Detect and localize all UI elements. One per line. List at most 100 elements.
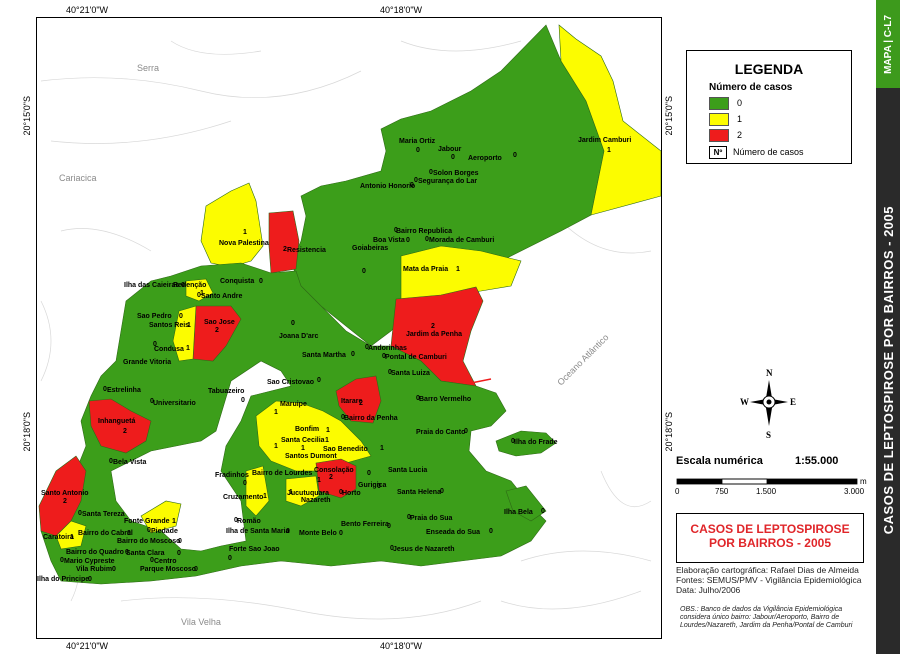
neighborhood-label: Sao Jose: [204, 319, 235, 326]
neighborhood-label: Antonio Honorio: [360, 183, 415, 190]
neighborhood-case-count: 0: [127, 530, 131, 537]
region-ilha-bela: [505, 485, 547, 522]
neighborhood-case-count: 0: [388, 369, 392, 376]
neighborhood-case-count: 0: [377, 483, 381, 490]
neighborhood-case-count: 1: [317, 477, 321, 484]
legend-label-2: 2: [737, 129, 743, 140]
neighborhood-case-count: 0: [179, 313, 183, 320]
neighborhood-label: Maruipe: [280, 401, 307, 408]
scale-tick-3: 3.000: [844, 487, 865, 496]
neighborhood-label: Solon Borges: [433, 170, 479, 177]
neighborhood-label: Sao Cristovao: [267, 379, 314, 386]
neighborhood-label: Andorinhas: [368, 345, 407, 352]
neighborhood-label: Bento Ferreira: [341, 521, 389, 528]
neighborhood-case-count: 0: [177, 550, 181, 557]
neighborhood-label: Fonte Grande: [124, 518, 170, 525]
neighborhood-label: Sao Benedito: [323, 446, 368, 453]
neighborhood-case-count: 0: [511, 438, 515, 445]
neighborhood-case-count: 1: [172, 518, 176, 525]
neighborhood-label: Jabour: [438, 146, 462, 153]
legend-symbol-label: Número de casos: [733, 146, 804, 157]
neighborhood-case-count: 0: [351, 351, 355, 358]
neighborhood-case-count: 2: [329, 474, 333, 481]
neighborhood-label: Maria Ortiz: [399, 138, 436, 145]
neighborhood-label: Gurigica: [358, 482, 387, 489]
neighborhood-case-count: 1: [325, 437, 329, 444]
map-frame[interactable]: Serra Cariacica Vila Velha Oceano Atlânt…: [36, 17, 662, 639]
credits: Elaboração cartográfica: Rafael Dias de …: [676, 565, 862, 625]
neighborhood-label: Condusa: [154, 346, 184, 353]
neighborhood-label: Santa Martha: [302, 352, 346, 359]
neighborhood-label: Caratoira: [43, 534, 74, 541]
neighborhood-label: Jardim Camburi: [578, 137, 631, 144]
neighborhood-case-count: 0: [390, 545, 394, 552]
neighborhood-label: Monte Belo: [299, 530, 337, 537]
neighborhood-case-count: 0: [382, 353, 386, 360]
legend-item-0: 0: [709, 97, 742, 110]
region-inner-bay: [110, 360, 292, 552]
neighborhood-case-count: 0: [243, 480, 247, 487]
compass-n: N: [766, 368, 773, 378]
region-inhangueta: [88, 398, 152, 454]
neighborhood-label: Santo Antonio: [41, 490, 89, 497]
sidebar-code: MAPA | C-L7: [882, 14, 894, 74]
coord-right-bottom: 20°18'0"S: [664, 412, 674, 452]
neighborhood-case-count: 0: [416, 395, 420, 402]
neighborhood-case-count: 0: [410, 182, 414, 189]
region-itarare: [335, 375, 382, 424]
neighborhood-label: Fradinhos: [215, 472, 249, 479]
neighborhood-case-count: 0: [60, 557, 64, 564]
neighborhood-case-count: 0: [513, 152, 517, 159]
region-jardim-camburi: [558, 24, 661, 216]
neighborhood-label: Goiabeiras: [352, 245, 388, 252]
place-serra: Serra: [137, 63, 159, 73]
background-streets: [40, 40, 652, 620]
map-title: CASOS DE LEPTOSPIROSE POR BAIRROS - 2005: [677, 522, 863, 550]
region-redencao: [185, 278, 214, 302]
legend-item-1: 1: [709, 113, 742, 126]
neighborhood-case-count: 0: [362, 268, 366, 275]
compass-icon: N S W E: [740, 368, 796, 438]
neighborhood-case-count: 0: [259, 278, 263, 285]
neighborhood-case-count: 1: [187, 322, 191, 329]
neighborhood-case-count: 0: [194, 566, 198, 573]
neighborhood-case-count: 0: [197, 292, 201, 299]
neighborhood-label: Bairro Republica: [396, 228, 452, 235]
region-caratoira: [55, 520, 87, 550]
neighborhood-label: Aeroporto: [468, 155, 502, 162]
neighborhood-labels: Maria Ortiz 0 Jabour 0 Aeroporto 0 Solon Borge…: [37, 137, 631, 583]
neighborhood-label: Nova Palestina: [219, 240, 269, 247]
neighborhood-label: Joana D'arc: [279, 333, 319, 340]
neighborhood-case-count: 1: [70, 534, 74, 541]
neighborhood-label: Bairro da Penha: [344, 415, 398, 422]
map-canvas: Serra Cariacica Vila Velha Oceano Atlânt…: [37, 24, 661, 627]
neighborhood-label: Mario Cypreste: [64, 558, 115, 565]
coord-bottom-left: 40°21'0"W: [66, 641, 109, 651]
neighborhood-label: Bonfim: [295, 426, 319, 433]
neighborhood-case-count: 1: [289, 489, 293, 496]
neighborhood-label: Santa Clara: [126, 550, 165, 557]
neighborhood-label: Centro: [154, 558, 177, 565]
neighborhood-label: Nazareth: [301, 497, 331, 504]
compass-s: S: [766, 430, 771, 438]
neighborhood-case-count: 0: [541, 508, 545, 515]
neighborhood-case-count: 0: [181, 282, 185, 289]
neighborhood-label: Santos Dumont: [285, 453, 337, 460]
neighborhood-label: Boa Vista: [373, 237, 405, 244]
neighborhood-case-count: 0: [339, 489, 343, 496]
credit-author: Elaboração cartográfica: Rafael Dias de …: [676, 565, 859, 575]
neighborhood-label: Santa Cecilia: [281, 437, 325, 444]
neighborhood-case-count: 0: [234, 517, 238, 524]
neighborhood-label: Grande Vitoria: [123, 359, 171, 366]
neighborhood-case-count: 0: [125, 549, 129, 556]
region-cruzamento: [245, 465, 270, 517]
neighborhood-case-count: 0: [153, 341, 157, 348]
scale-title: Escala numérica: [676, 455, 763, 467]
neighborhood-case-count: 0: [367, 470, 371, 477]
neighborhood-case-count: 0: [394, 227, 398, 234]
neighborhood-case-count: 0: [440, 488, 444, 495]
neighborhood-case-count: 0: [109, 458, 113, 465]
neighborhood-label: Consolação: [314, 467, 354, 474]
scale-tick-2: 1.500: [756, 487, 777, 496]
neighborhood-case-count: 0: [150, 398, 154, 405]
